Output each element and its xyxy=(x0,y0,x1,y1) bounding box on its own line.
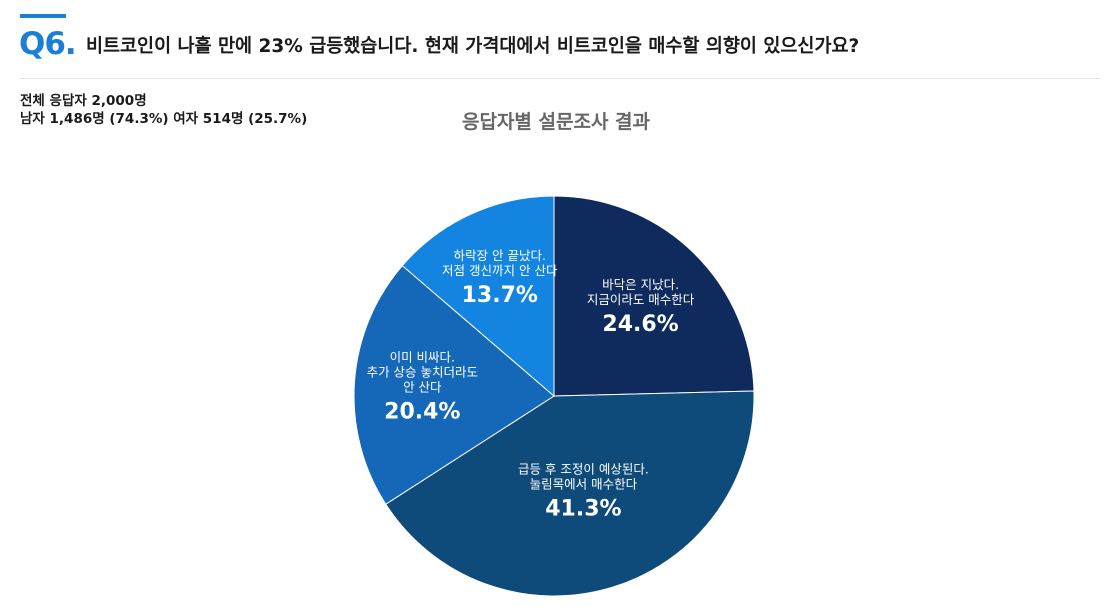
header-divider xyxy=(20,78,1100,79)
slice-label: 눌림목에서 매수한다 xyxy=(530,477,638,492)
slice-label: 안 산다 xyxy=(403,379,442,394)
slice-label: 바닥은 지났다. xyxy=(602,277,679,292)
accent-line xyxy=(20,14,66,18)
slice-label: 급등 후 조정이 예상된다. xyxy=(518,462,649,477)
slice-value: 24.6% xyxy=(602,312,678,337)
respondent-breakdown: 남자 1,486명 (74.3%) 여자 514명 (25.7%) xyxy=(20,111,308,127)
slice-label: 이미 비싸다. xyxy=(390,349,455,364)
slice-value: 41.3% xyxy=(545,497,621,522)
slice-label: 추가 상승 놓치더라도 xyxy=(367,364,478,379)
pie-slice xyxy=(353,264,555,505)
respondent-info: 전체 응답자 2,000명 남자 1,486명 (74.3%) 여자 514명 … xyxy=(20,92,307,128)
pie-slice xyxy=(401,195,555,398)
slice-label: 하락장 안 끝났다. xyxy=(454,248,546,263)
slice-value: 13.7% xyxy=(462,283,538,308)
pie-slice xyxy=(553,195,755,397)
question-number: Q6. xyxy=(19,26,77,62)
slice-label: 저점 갱신까지 안 산다 xyxy=(442,263,558,278)
slice-value: 20.4% xyxy=(384,399,460,424)
chart-title: 응답자별 설문조사 결과 xyxy=(461,111,651,133)
slice-label: 지금이라도 매수한다 xyxy=(587,292,695,307)
question-text: 비트코인이 나흘 만에 23% 급등했습니다. 현재 가격대에서 비트코인을 매… xyxy=(86,36,860,57)
respondent-total: 전체 응답자 2,000명 xyxy=(20,93,147,109)
pie-slice xyxy=(385,390,755,597)
